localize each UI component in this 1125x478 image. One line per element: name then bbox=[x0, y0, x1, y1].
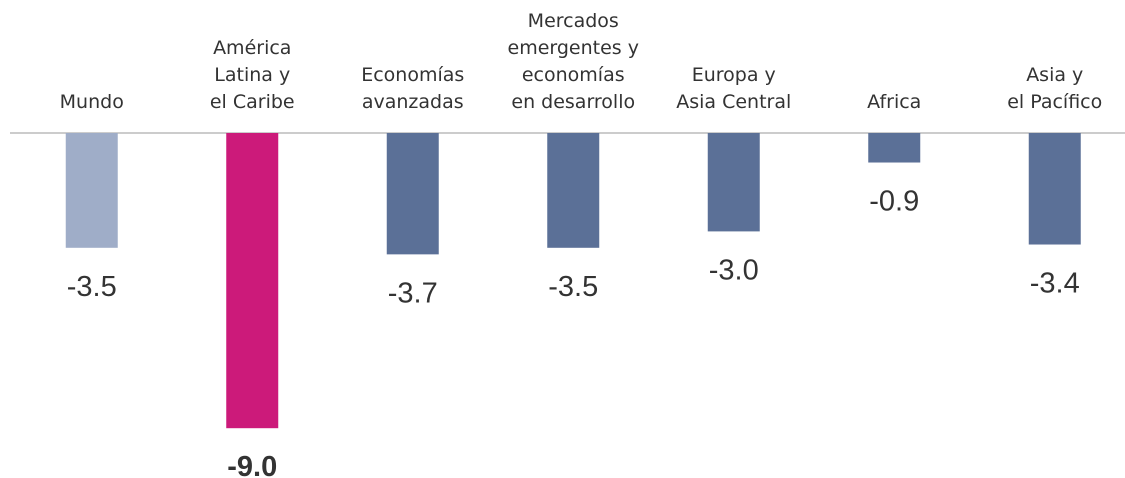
value-label: -3.0 bbox=[709, 254, 759, 286]
category-label: Mundo bbox=[60, 91, 124, 113]
value-label: -3.4 bbox=[1030, 268, 1080, 300]
category-label: Latina y bbox=[214, 64, 290, 86]
bar bbox=[65, 133, 118, 248]
value-label: -3.5 bbox=[67, 271, 117, 303]
category-label: el Caribe bbox=[210, 91, 295, 113]
bar bbox=[226, 133, 279, 429]
value-label: -0.9 bbox=[869, 186, 919, 218]
bar bbox=[386, 133, 439, 255]
category-label: el Pacífico bbox=[1007, 91, 1102, 113]
category-label: avanzadas bbox=[362, 91, 464, 113]
value-label: -9.0 bbox=[227, 451, 277, 478]
category-label: en desarrollo bbox=[511, 91, 635, 113]
category-label: Africa bbox=[867, 91, 921, 113]
category-label: Mercados bbox=[528, 10, 619, 32]
value-label: -3.5 bbox=[548, 271, 598, 303]
category-label: América bbox=[213, 37, 291, 59]
category-label: economías bbox=[522, 64, 625, 86]
category-label: Economías bbox=[361, 64, 464, 86]
bar bbox=[868, 133, 921, 163]
bar bbox=[707, 133, 760, 232]
value-label: -3.7 bbox=[388, 277, 438, 309]
category-label: emergentes y bbox=[508, 37, 639, 59]
category-label: Asia Central bbox=[676, 91, 791, 113]
bar bbox=[1028, 133, 1081, 245]
category-label: Europa y bbox=[692, 64, 776, 86]
bar bbox=[547, 133, 600, 248]
category-label: Asia y bbox=[1026, 64, 1083, 86]
